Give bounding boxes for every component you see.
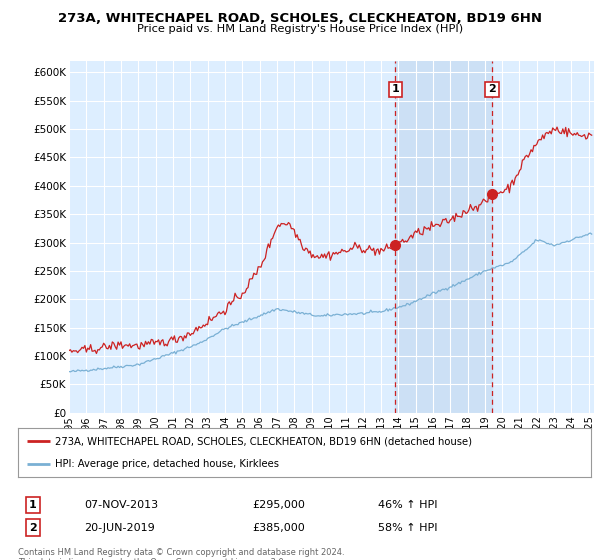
Text: 58% ↑ HPI: 58% ↑ HPI [378,522,437,533]
Text: 2: 2 [29,522,37,533]
Bar [395,61,492,413]
Text: 273A, WHITECHAPEL ROAD, SCHOLES, CLECKHEATON, BD19 6HN: 273A, WHITECHAPEL ROAD, SCHOLES, CLECKHE… [58,12,542,25]
Text: 1: 1 [29,500,37,510]
Text: 20-JUN-2019: 20-JUN-2019 [84,522,155,533]
Text: HPI: Average price, detached house, Kirklees: HPI: Average price, detached house, Kirk… [55,459,279,469]
Text: 2: 2 [488,85,496,95]
Text: £385,000: £385,000 [252,522,305,533]
Text: 273A, WHITECHAPEL ROAD, SCHOLES, CLECKHEATON, BD19 6HN (detached house): 273A, WHITECHAPEL ROAD, SCHOLES, CLECKHE… [55,436,472,446]
Text: £295,000: £295,000 [252,500,305,510]
Text: Contains HM Land Registry data © Crown copyright and database right 2024.
This d: Contains HM Land Registry data © Crown c… [18,548,344,560]
Text: 46% ↑ HPI: 46% ↑ HPI [378,500,437,510]
Text: 07-NOV-2013: 07-NOV-2013 [84,500,158,510]
Text: 1: 1 [391,85,399,95]
Text: Price paid vs. HM Land Registry's House Price Index (HPI): Price paid vs. HM Land Registry's House … [137,24,463,34]
